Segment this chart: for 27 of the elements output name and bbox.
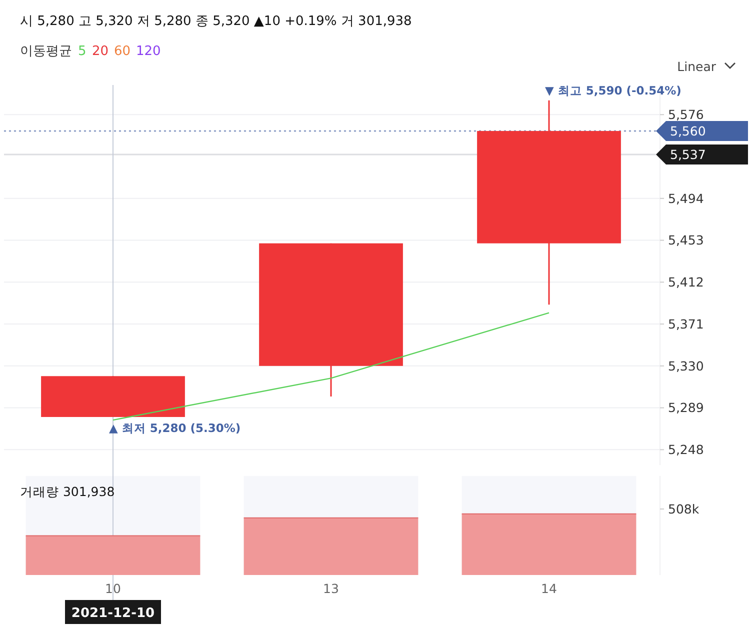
y-tick-label: 5,371 bbox=[668, 316, 704, 332]
y-tick-label: 5,576 bbox=[668, 107, 704, 122]
y-tick-label: 5,289 bbox=[668, 400, 704, 416]
annotation: 거래량 301,938 bbox=[20, 484, 115, 499]
chart-subtitle: 시 5,280 고 5,320 저 5,280 종 5,320 ▲10 +0.19% 거 301,938 bbox=[20, 14, 412, 29]
ref-line-label: 5,560 bbox=[670, 123, 706, 138]
x-tick-label: 13 bbox=[323, 581, 339, 596]
text: Linear bbox=[677, 59, 717, 74]
ref-line-label: 2021-12-10 bbox=[71, 606, 155, 621]
price-tag: 5,560 bbox=[656, 120, 748, 141]
annotation: ▲ 최저 5,280 (5.30%) bbox=[109, 420, 241, 435]
legend-label: 60 bbox=[114, 44, 131, 59]
y-tick-label: 5,412 bbox=[668, 274, 704, 290]
x-tick-label: 10 bbox=[105, 581, 121, 596]
legend-label: 20 bbox=[92, 44, 109, 59]
ref-line-label: 5,537 bbox=[670, 146, 706, 162]
legend-label: 120 bbox=[136, 44, 161, 59]
text: 5 bbox=[78, 44, 86, 59]
legend-title: 이동평균 bbox=[20, 44, 72, 59]
y-tick-label: 5,453 bbox=[668, 232, 704, 248]
price-tag: 5,537 bbox=[656, 144, 748, 164]
y-tick-label: 5,494 bbox=[668, 190, 704, 206]
x-tick-label: 14 bbox=[541, 581, 557, 596]
y-tick-label: 508k bbox=[668, 501, 700, 516]
y-tick-label: 5,330 bbox=[668, 358, 704, 374]
y-tick-label: 5,248 bbox=[668, 442, 704, 458]
annotation: ▼ 최고 5,590 (-0.54%) bbox=[545, 83, 682, 98]
